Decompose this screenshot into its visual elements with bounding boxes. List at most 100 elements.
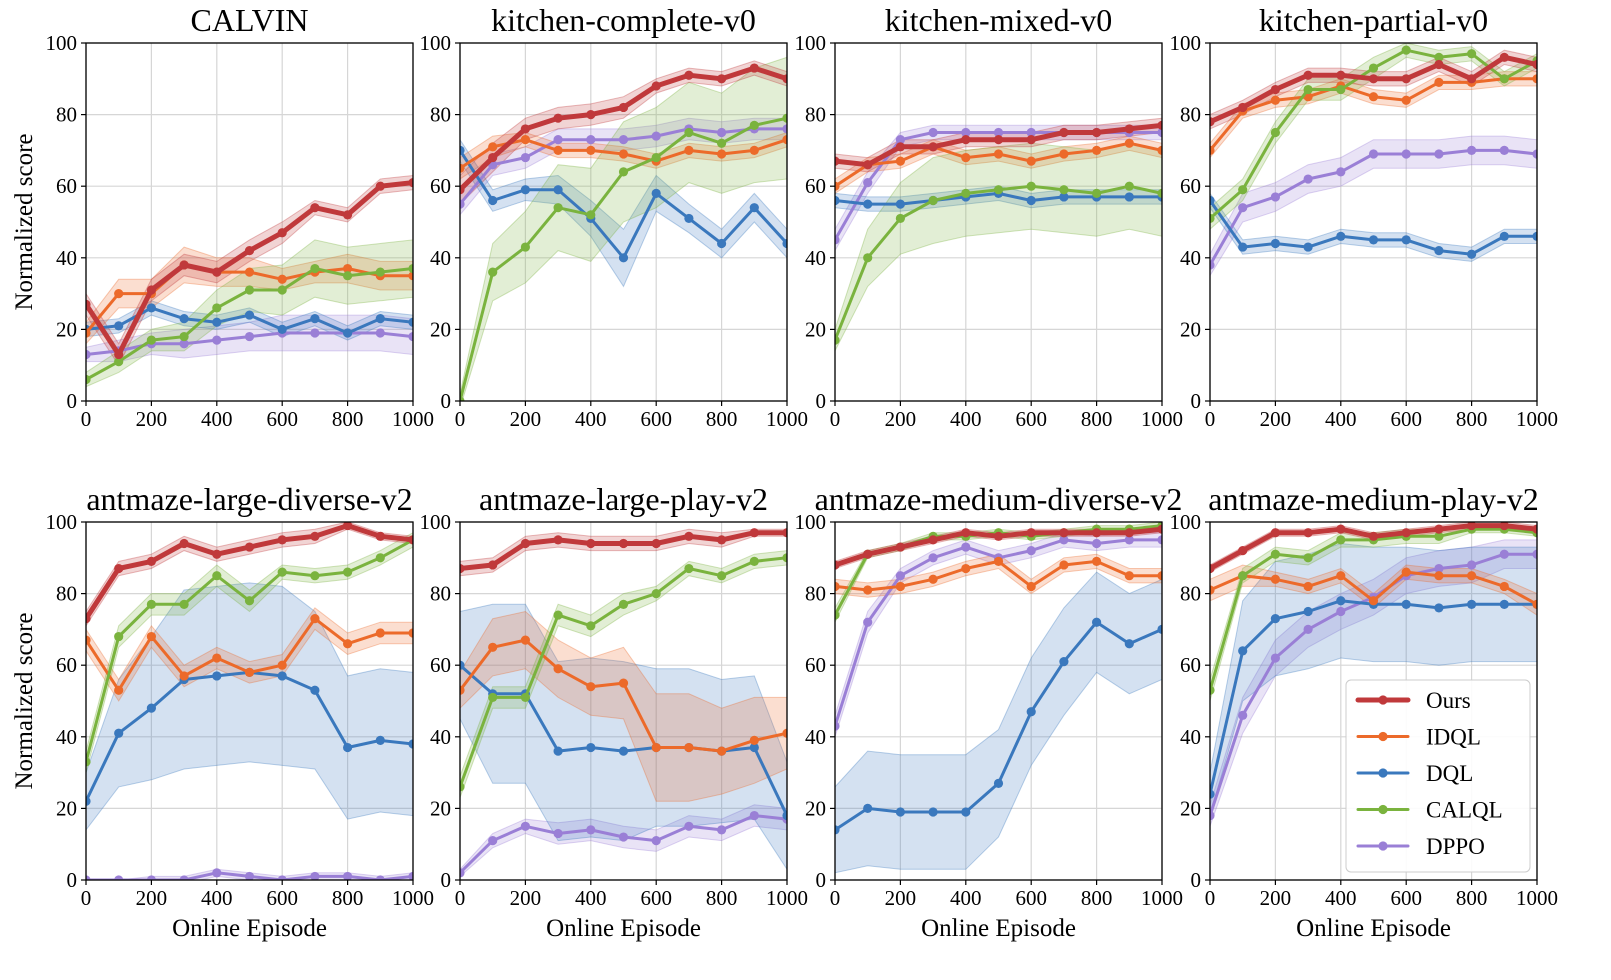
point-calql: [212, 303, 222, 313]
point-dql: [618, 746, 629, 756]
point-idql: [586, 145, 596, 155]
point-idql: [244, 667, 255, 677]
point-dppo: [114, 875, 124, 880]
point-dql: [1157, 624, 1162, 634]
point-dppo: [520, 152, 531, 163]
point-dppo: [1270, 653, 1280, 663]
point-dppo: [1270, 192, 1280, 202]
y-tick-label: 100: [795, 510, 827, 534]
point-ours: [1026, 135, 1036, 145]
point-dql: [1270, 614, 1280, 624]
point-calql: [961, 188, 971, 198]
point-dppo: [586, 825, 596, 835]
point-calql: [895, 213, 906, 224]
point-calql: [1467, 49, 1477, 59]
point-ours: [375, 181, 385, 191]
point-ours: [1467, 74, 1477, 84]
point-ours: [863, 549, 873, 559]
point-dql: [1303, 242, 1313, 252]
point-calql: [863, 253, 873, 263]
band-dql: [86, 582, 413, 831]
point-calql: [244, 596, 255, 606]
y-tick-label: 40: [430, 725, 451, 749]
point-dppo: [928, 127, 938, 138]
point-dql: [895, 199, 906, 209]
point-dql: [553, 185, 563, 195]
point-idql: [212, 653, 222, 663]
point-ours: [1092, 127, 1102, 138]
x-tick-label: 600: [1390, 886, 1422, 910]
band-idql: [835, 135, 1162, 194]
point-dql: [1303, 606, 1313, 617]
point-dql: [1401, 235, 1411, 245]
x-axis-label: Online Episode: [546, 915, 701, 942]
point-ours: [961, 528, 971, 538]
point-ours: [863, 160, 873, 170]
point-dql: [993, 778, 1004, 788]
panel-title: CALVIN: [191, 2, 309, 38]
x-tick-label: 800: [332, 886, 364, 910]
point-ours: [684, 70, 694, 80]
point-ours: [1532, 524, 1537, 534]
point-ours: [179, 260, 189, 270]
x-tick-label: 1000: [766, 407, 808, 431]
panel-kitchen-partial-v0: 0 200 400 600 800 1000 0 20 40 60 80 100 kitchen-par…: [1170, 2, 1559, 431]
y-axis-label: Normalized score: [11, 612, 38, 789]
point-calql: [114, 631, 124, 642]
point-idql: [618, 149, 629, 159]
y-tick-label: 100: [1170, 510, 1202, 534]
point-dppo: [586, 135, 596, 145]
point-idql: [1026, 581, 1036, 592]
point-idql: [114, 289, 124, 299]
point-idql: [86, 328, 91, 338]
point-idql: [277, 660, 287, 670]
point-dql: [460, 660, 465, 670]
y-tick-label: 100: [46, 31, 78, 55]
point-ours: [1092, 528, 1102, 538]
point-dppo: [651, 131, 661, 141]
point-dppo: [1499, 145, 1509, 155]
x-tick-label: 400: [950, 407, 982, 431]
point-calql: [86, 757, 91, 767]
x-tick-label: 0: [455, 407, 466, 431]
point-dppo: [1434, 563, 1444, 574]
point-dql: [520, 185, 531, 195]
point-idql: [488, 642, 498, 652]
point-dql: [244, 310, 255, 320]
point-dppo: [1401, 149, 1411, 159]
point-dppo: [1336, 606, 1346, 617]
y-tick-label: 0: [1191, 868, 1202, 892]
point-idql: [651, 742, 661, 753]
point-idql: [684, 145, 694, 155]
y-tick-label: 80: [56, 582, 77, 606]
axes-frame: [459, 521, 788, 881]
x-tick-label: 600: [640, 407, 672, 431]
x-tick-label: 800: [1456, 886, 1488, 910]
y-axis-label: Normalized score: [11, 133, 38, 310]
point-calql: [1303, 84, 1313, 95]
point-dql: [717, 238, 727, 249]
y-tick-label: 40: [56, 725, 77, 749]
point-dppo: [146, 875, 156, 880]
point-ours: [212, 549, 222, 559]
point-calql: [179, 331, 189, 342]
y-tick-label: 60: [1180, 653, 1201, 677]
point-ours: [1238, 102, 1248, 113]
panel-title: kitchen-complete-v0: [491, 2, 756, 38]
point-ours: [618, 538, 629, 549]
point-dql: [1336, 231, 1346, 241]
point-ours: [1336, 70, 1346, 80]
legend-marker-dppo: [1378, 841, 1388, 851]
point-dql: [408, 739, 413, 749]
band-dql: [86, 300, 413, 341]
plot-area: [835, 522, 1162, 874]
point-idql: [375, 628, 385, 638]
point-idql: [1270, 574, 1280, 584]
point-ours: [749, 63, 759, 73]
point-dql: [618, 253, 629, 263]
x-tick-label: 1000: [1516, 407, 1558, 431]
band-dql: [460, 603, 787, 871]
point-idql: [408, 628, 413, 638]
point-ours: [717, 535, 727, 545]
point-dppo: [408, 331, 413, 342]
